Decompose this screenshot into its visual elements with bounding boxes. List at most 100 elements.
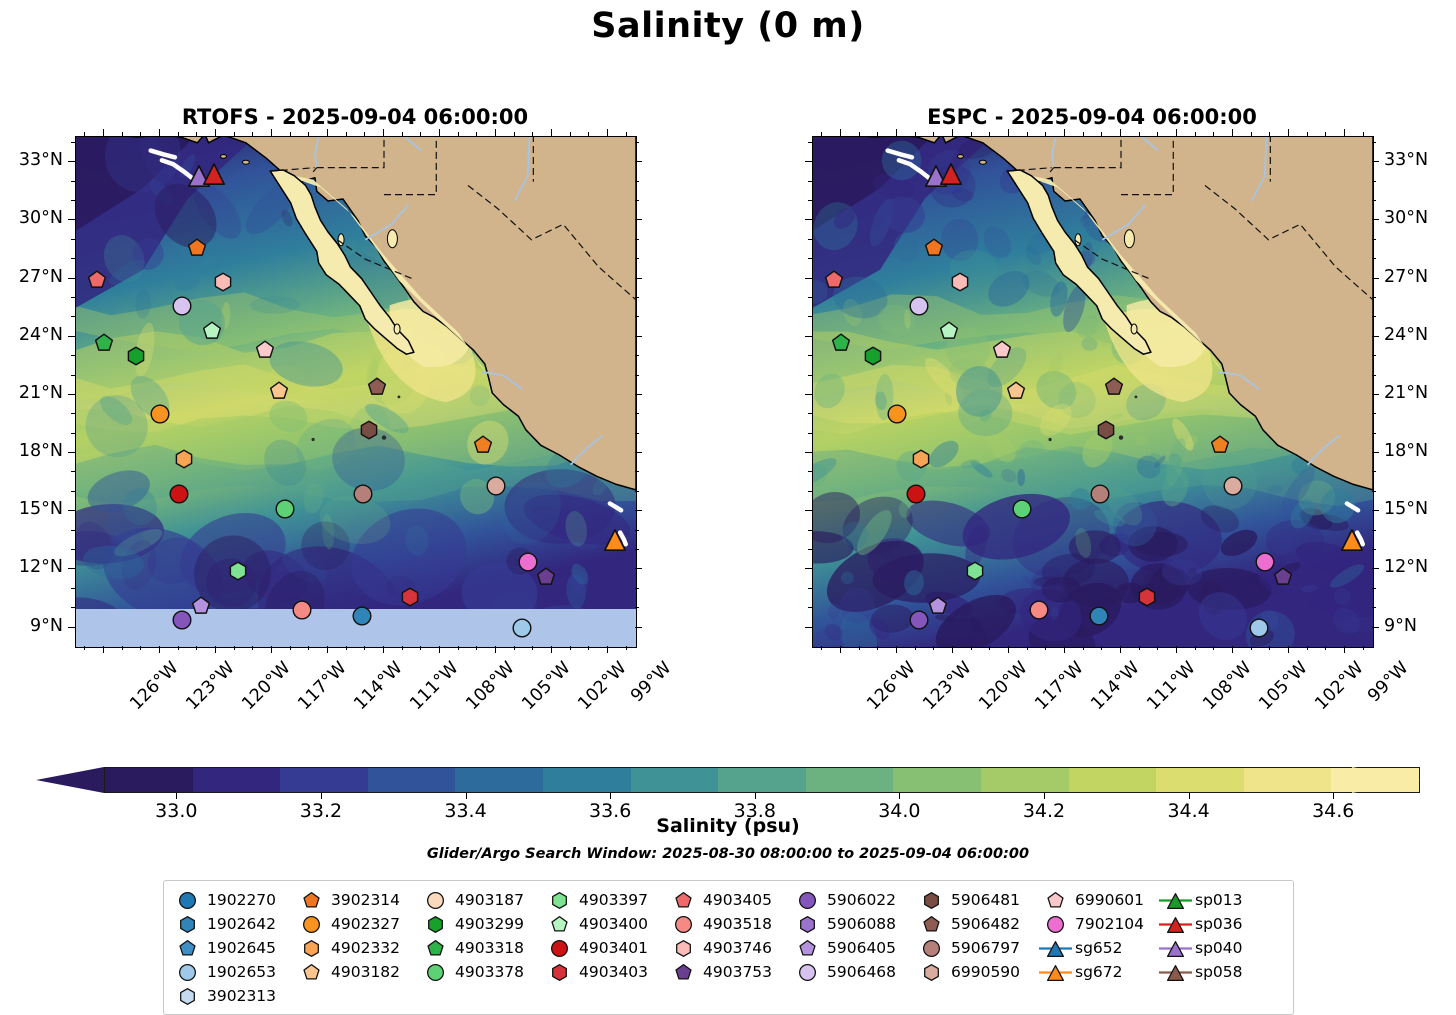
argo-float-marker-4903182[interactable] [270,381,289,401]
argo-float-marker-1902653[interactable] [1249,618,1269,638]
legend-item-1902270[interactable]: 1902270 [170,888,294,912]
legend-item-4903318[interactable]: 4903318 [418,936,542,960]
legend-item-5906481[interactable]: 5906481 [914,888,1038,912]
legend-item-4903403[interactable]: 4903403 [542,960,666,984]
legend-item-7902104[interactable]: 7902104 [1038,912,1158,936]
legend-item-3902313[interactable]: 3902313 [170,984,294,1008]
argo-float-marker-4903397[interactable] [966,561,985,581]
argo-float-marker-4903518[interactable] [292,600,312,620]
glider-marker-sg672[interactable] [1341,529,1364,552]
legend-item-1902645[interactable]: 1902645 [170,936,294,960]
legend-item-4903401[interactable]: 4903401 [542,936,666,960]
argo-float-marker-4903403[interactable] [1138,587,1157,607]
argo-float-marker-4902327[interactable] [150,404,170,424]
argo-float-marker-4903397[interactable] [229,561,248,581]
legend-item-3902314[interactable]: 3902314 [294,888,418,912]
argo-float-marker-6990601[interactable] [255,340,274,360]
legend-item-5906482[interactable]: 5906482 [914,912,1038,936]
argo-float-marker-6990590[interactable] [1223,476,1243,496]
argo-float-marker-4903318[interactable] [831,333,851,352]
argo-float-marker-4903187[interactable] [1210,435,1229,455]
legend-item-1902642[interactable]: 1902642 [170,912,294,936]
argo-float-marker-4903405[interactable] [87,270,106,290]
argo-float-marker-4903518[interactable] [1029,600,1049,620]
legend-item-4903746[interactable]: 4903746 [666,936,790,960]
argo-float-marker-4903753[interactable] [1274,567,1293,587]
map-panel-rtofs[interactable] [75,136,637,648]
argo-float-marker-5906481[interactable] [1097,420,1116,440]
argo-float-marker-1902642[interactable] [352,606,372,626]
argo-float-marker-4903299[interactable] [126,346,145,366]
glider-marker-sp040[interactable] [925,164,948,187]
argo-float-marker-5906468[interactable] [909,296,929,316]
legend-item-5906797[interactable]: 5906797 [914,936,1038,960]
legend-item-4903400[interactable]: 4903400 [542,912,666,936]
argo-float-marker-5906482[interactable] [367,377,386,397]
argo-float-marker-4903182[interactable] [1007,381,1026,401]
argo-float-marker-7902104[interactable] [1255,552,1275,572]
argo-float-marker-3902314[interactable] [925,238,944,257]
argo-float-marker-4903378[interactable] [1012,499,1032,519]
glider-marker-sp036[interactable] [203,162,226,185]
argo-float-marker-6990601[interactable] [992,340,1011,360]
legend-item-4903405[interactable]: 4903405 [666,888,790,912]
legend-item-sp013[interactable]: sp013 [1158,888,1270,912]
argo-float-marker-5906481[interactable] [360,420,379,440]
legend-item-4903397[interactable]: 4903397 [542,888,666,912]
legend-item-5906088[interactable]: 5906088 [790,912,914,936]
lat-tick-label: 24°N [18,324,63,345]
legend-item-sg672[interactable]: sg672 [1038,960,1158,984]
argo-float-marker-4903318[interactable] [94,333,114,352]
glider-marker-sp040[interactable] [188,164,211,187]
legend-item-6990590[interactable]: 6990590 [914,960,1038,984]
glider-marker-sg672[interactable] [604,529,627,552]
argo-float-marker-5906022[interactable] [172,610,192,630]
legend-item-5906405[interactable]: 5906405 [790,936,914,960]
argo-float-marker-4903401[interactable] [169,484,189,504]
legend-item-1902653[interactable]: 1902653 [170,960,294,984]
argo-float-marker-4903400[interactable] [940,321,959,340]
argo-float-marker-5906405[interactable] [928,596,948,616]
argo-float-marker-7902104[interactable] [518,552,538,572]
argo-float-marker-5906482[interactable] [1104,377,1123,397]
argo-float-marker-4903403[interactable] [401,587,420,607]
argo-float-marker-4902332[interactable] [175,449,194,469]
argo-float-marker-4903746[interactable] [214,272,233,292]
legend-item-4903299[interactable]: 4903299 [418,912,542,936]
argo-float-marker-4903187[interactable] [473,435,492,455]
legend-item-sp036[interactable]: sp036 [1158,912,1270,936]
argo-float-marker-4903400[interactable] [203,321,222,340]
legend-item-4903518[interactable]: 4903518 [666,912,790,936]
argo-float-marker-1902653[interactable] [512,618,532,638]
argo-float-marker-4902332[interactable] [912,449,931,469]
legend-item-4902332[interactable]: 4902332 [294,936,418,960]
legend-item-4903378[interactable]: 4903378 [418,960,542,984]
legend-item-5906468[interactable]: 5906468 [790,960,914,984]
argo-float-marker-5906797[interactable] [1090,484,1110,504]
argo-float-marker-4903378[interactable] [275,499,295,519]
legend-item-4903753[interactable]: 4903753 [666,960,790,984]
argo-float-marker-6990590[interactable] [486,476,506,496]
argo-float-marker-5906797[interactable] [353,484,373,504]
argo-float-marker-4903401[interactable] [906,484,926,504]
legend-item-4903187[interactable]: 4903187 [418,888,542,912]
argo-float-marker-1902642[interactable] [1089,606,1109,626]
argo-float-marker-4902327[interactable] [887,404,907,424]
legend-item-6990601[interactable]: 6990601 [1038,888,1158,912]
legend-item-sp058[interactable]: sp058 [1158,960,1270,984]
argo-float-marker-4903753[interactable] [537,567,556,587]
argo-float-marker-5906405[interactable] [191,596,211,616]
argo-float-marker-4903746[interactable] [951,272,970,292]
legend-item-4903182[interactable]: 4903182 [294,960,418,984]
legend-item-sg652[interactable]: sg652 [1038,936,1158,960]
argo-float-marker-4903405[interactable] [824,270,843,290]
argo-float-marker-5906468[interactable] [172,296,192,316]
argo-float-marker-3902314[interactable] [188,238,207,257]
legend-item-4902327[interactable]: 4902327 [294,912,418,936]
legend-item-5906022[interactable]: 5906022 [790,888,914,912]
argo-float-marker-4903299[interactable] [863,346,882,366]
glider-marker-sp036[interactable] [940,162,963,185]
legend-item-sp040[interactable]: sp040 [1158,936,1270,960]
argo-float-marker-5906022[interactable] [909,610,929,630]
map-panel-espc[interactable] [812,136,1374,648]
